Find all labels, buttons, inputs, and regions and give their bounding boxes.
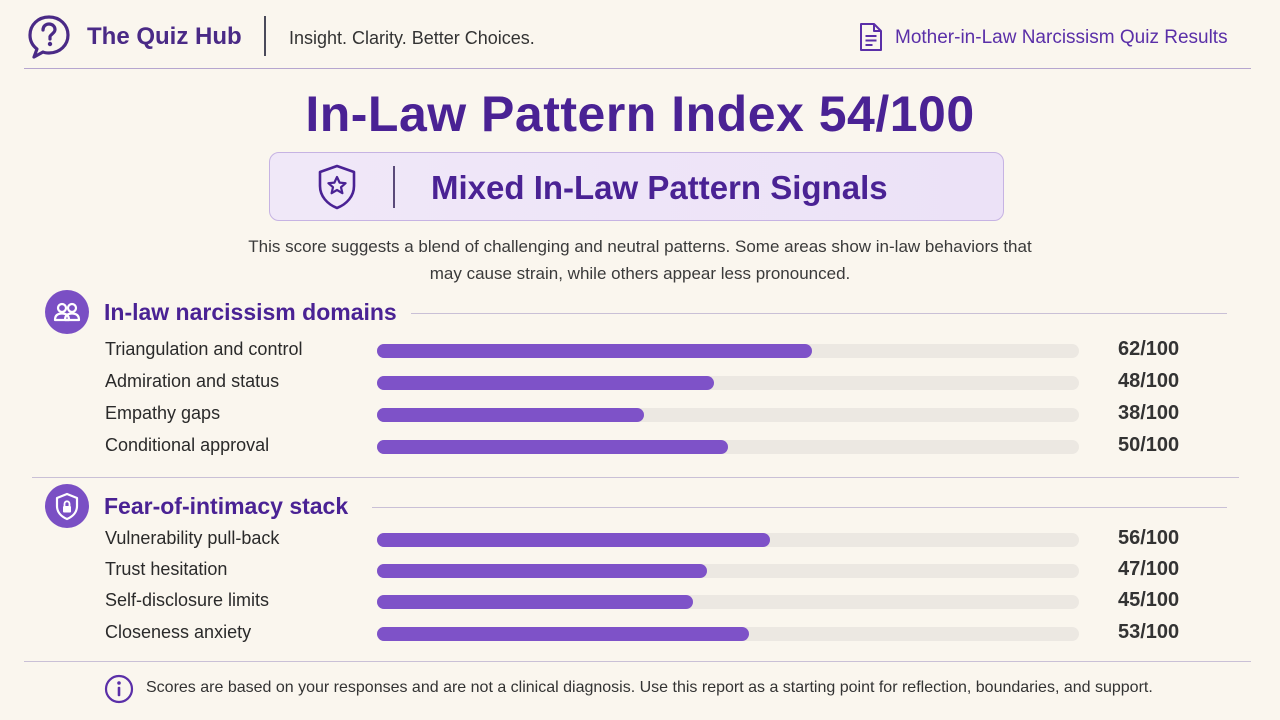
row-label: Vulnerability pull-back <box>105 528 280 548</box>
row-score: 48/100 <box>1118 370 1180 392</box>
brand-divider <box>264 16 266 56</box>
score-row: Closeness anxiety 53/100 <box>0 620 1280 646</box>
section-title-domains: In-law narcissism domains <box>104 299 397 325</box>
badge-label: Mixed In-Law Pattern Signals <box>431 169 888 206</box>
section-title-intimacy: Fear-of-intimacy stack <box>104 493 349 519</box>
score-bar-track <box>377 627 1079 641</box>
quiz-results-link[interactable]: Mother-in-Law Narcissism Quiz Results <box>895 27 1228 48</box>
shield-star-icon <box>318 164 356 210</box>
footer-divider <box>24 661 1251 662</box>
score-row: Conditional approval 50/100 <box>0 433 1280 459</box>
score-row: Admiration and status 48/100 <box>0 369 1280 395</box>
score-bar-track <box>377 533 1079 547</box>
score-bar-fill <box>377 408 644 422</box>
row-label: Admiration and status <box>105 371 280 391</box>
score-bar-track <box>377 344 1079 358</box>
score-bar-fill <box>377 440 728 454</box>
header-divider <box>24 68 1251 69</box>
document-icon <box>860 23 882 51</box>
badge-divider <box>393 166 395 208</box>
section-rule <box>411 313 1227 314</box>
row-label: Self-disclosure limits <box>105 590 270 610</box>
section-divider <box>32 477 1239 478</box>
score-bar-track <box>377 595 1079 609</box>
result-badge: Mixed In-Law Pattern Signals <box>269 152 1004 221</box>
row-label: Conditional approval <box>105 435 270 455</box>
header: The Quiz Hub Insight. Clarity. Better Ch… <box>0 0 1280 70</box>
row-label: Triangulation and control <box>105 339 303 359</box>
score-row: Self-disclosure limits 45/100 <box>0 588 1280 614</box>
score-bar-fill <box>377 533 771 547</box>
info-icon <box>104 674 134 704</box>
shield-lock-icon <box>45 484 89 528</box>
score-bar-fill <box>377 627 750 641</box>
row-score: 50/100 <box>1118 434 1180 456</box>
score-row: Trust hesitation 47/100 <box>0 557 1280 583</box>
row-score: 47/100 <box>1118 558 1180 580</box>
score-bar-fill <box>377 564 707 578</box>
row-score: 56/100 <box>1118 527 1180 549</box>
brand-name[interactable]: The Quiz Hub <box>87 23 242 50</box>
score-row: Triangulation and control 62/100 <box>0 337 1280 363</box>
disclaimer-text: Scores are based on your responses and a… <box>146 679 1153 696</box>
row-label: Trust hesitation <box>105 559 228 579</box>
row-label: Empathy gaps <box>105 403 221 423</box>
score-row: Vulnerability pull-back 56/100 <box>0 526 1280 552</box>
question-bubble-icon <box>28 15 70 59</box>
row-score: 62/100 <box>1118 338 1180 360</box>
score-bar-fill <box>377 344 813 358</box>
people-icon <box>45 290 89 334</box>
score-bar-fill <box>377 595 693 609</box>
score-bar-track <box>377 408 1079 422</box>
row-score: 45/100 <box>1118 589 1180 611</box>
tagline: Insight. Clarity. Better Choices. <box>289 28 535 48</box>
score-bar-track <box>377 440 1079 454</box>
page-title: In-Law Pattern Index 54/100 <box>305 86 975 142</box>
result-summary: This score suggests a blend of challengi… <box>248 237 1032 283</box>
score-bar-track <box>377 564 1079 578</box>
score-row: Empathy gaps 38/100 <box>0 401 1280 427</box>
row-label: Closeness anxiety <box>105 622 252 642</box>
row-score: 38/100 <box>1118 402 1180 424</box>
section-rule <box>372 507 1227 508</box>
score-bar-track <box>377 376 1079 390</box>
row-score: 53/100 <box>1118 621 1180 643</box>
score-bar-fill <box>377 376 714 390</box>
